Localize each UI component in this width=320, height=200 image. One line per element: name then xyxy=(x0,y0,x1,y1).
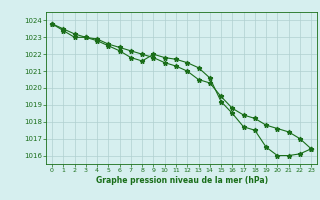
X-axis label: Graphe pression niveau de la mer (hPa): Graphe pression niveau de la mer (hPa) xyxy=(96,176,268,185)
